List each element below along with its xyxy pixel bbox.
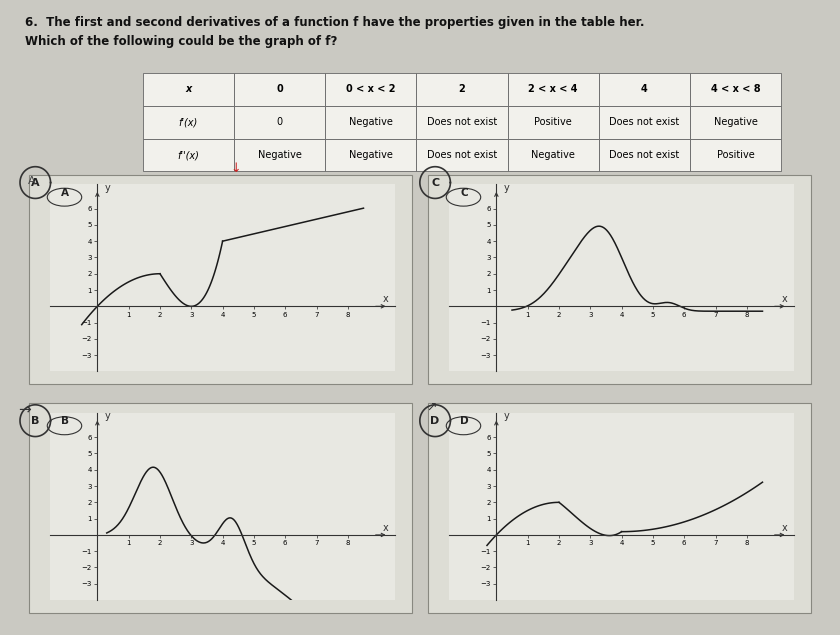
Text: C: C xyxy=(460,187,468,197)
Text: y: y xyxy=(105,411,111,421)
Text: Which of the following could be the graph of f?: Which of the following could be the grap… xyxy=(25,35,338,48)
Text: C: C xyxy=(431,178,439,187)
Text: ↓: ↓ xyxy=(230,162,240,175)
Text: x: x xyxy=(382,294,388,304)
Text: A: A xyxy=(31,178,39,187)
Text: D: D xyxy=(430,416,440,425)
Text: y: y xyxy=(105,183,111,192)
Text: x: x xyxy=(781,294,787,304)
Text: A: A xyxy=(28,176,36,186)
Text: B: B xyxy=(31,416,39,425)
Text: 6.  The first and second derivatives of a function f have the properties given i: 6. The first and second derivatives of a… xyxy=(25,16,645,29)
Text: A: A xyxy=(61,187,70,197)
Text: D: D xyxy=(460,416,469,426)
Text: y: y xyxy=(504,411,510,421)
Text: →: → xyxy=(18,402,31,417)
Text: x: x xyxy=(382,523,388,533)
Text: x: x xyxy=(781,523,787,533)
Text: ↗: ↗ xyxy=(426,401,437,414)
Text: B: B xyxy=(61,416,70,426)
Text: y: y xyxy=(504,183,510,192)
